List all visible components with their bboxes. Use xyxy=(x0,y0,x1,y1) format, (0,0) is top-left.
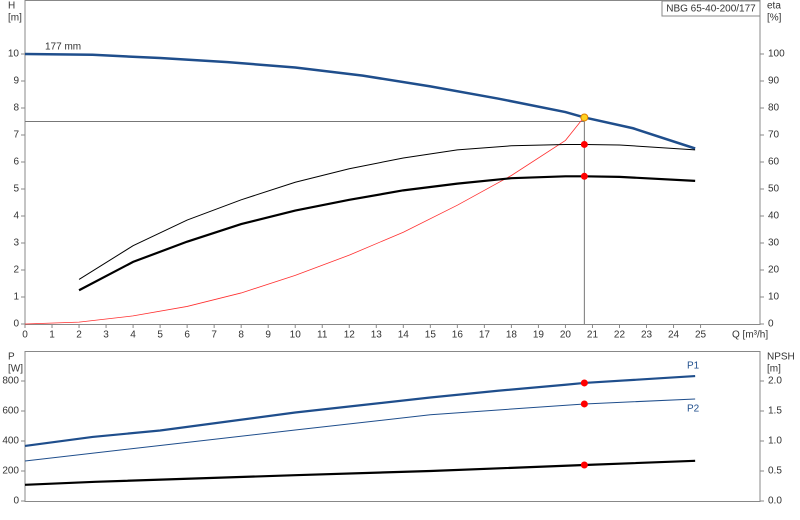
y2-axis-label: NPSH xyxy=(767,352,795,363)
x-tick-label: 11 xyxy=(317,330,328,341)
x-tick-label: 16 xyxy=(452,330,464,341)
x-tick-label: 23 xyxy=(641,330,653,341)
operating-point xyxy=(580,400,588,408)
x-tick-label: 17 xyxy=(479,330,491,341)
curve-annotation: 177 mm xyxy=(45,42,81,53)
y-axis-label: [W] xyxy=(8,364,23,375)
y-tick-label: 0 xyxy=(13,496,19,507)
operating-point xyxy=(580,461,588,469)
y-tick-label: 800 xyxy=(2,376,19,387)
chart-title: NBG 65-40-200/177 xyxy=(666,4,756,15)
x-tick-label: 12 xyxy=(344,330,356,341)
x-tick-label: 9 xyxy=(265,330,271,341)
curve xyxy=(24,374,696,448)
x-tick-label: 18 xyxy=(506,330,518,341)
y2-tick-label: 80 xyxy=(768,103,780,114)
y-tick-label: 2 xyxy=(13,265,19,276)
x-tick-label: 15 xyxy=(425,330,437,341)
y-tick-label: 10 xyxy=(8,49,20,60)
y2-tick-label: 2.0 xyxy=(768,376,782,387)
y-tick-label: 8 xyxy=(13,103,19,114)
y2-tick-label: 1.0 xyxy=(768,436,782,447)
y-tick-label: 6 xyxy=(13,157,19,168)
plot-frame xyxy=(24,351,761,502)
series-label: P2 xyxy=(687,404,700,415)
y-tick-label: 600 xyxy=(2,406,19,417)
curve xyxy=(24,119,582,325)
curve xyxy=(24,52,696,150)
y-axis-label: [m] xyxy=(8,13,22,24)
title-box xyxy=(661,0,761,17)
operating-point xyxy=(580,140,588,148)
x-tick-label: 19 xyxy=(533,330,545,341)
operating-point xyxy=(580,379,588,387)
curve xyxy=(24,459,696,486)
x-tick-label: 24 xyxy=(668,330,680,341)
y2-axis-label: [m] xyxy=(767,364,781,375)
series-label: P1 xyxy=(687,361,700,372)
x-tick-label: 4 xyxy=(130,330,136,341)
y2-tick-label: 60 xyxy=(768,157,780,168)
y2-tick-label: 1.5 xyxy=(768,406,782,417)
x-tick-label: 0 xyxy=(22,330,28,341)
y2-tick-label: 0 xyxy=(768,319,774,330)
x-tick-label: 3 xyxy=(103,330,109,341)
y-tick-label: 3 xyxy=(13,238,19,249)
y2-tick-label: 0.5 xyxy=(768,466,782,477)
x-tick-label: 22 xyxy=(614,330,626,341)
y-tick-label: 0 xyxy=(13,319,19,330)
y2-tick-label: 40 xyxy=(768,211,780,222)
x-axis-label: Q [m³/h] xyxy=(732,330,768,341)
y-tick-label: 1 xyxy=(13,292,19,303)
x-tick-label: 20 xyxy=(560,330,572,341)
y2-tick-label: 70 xyxy=(768,130,780,141)
x-tick-label: 2 xyxy=(76,330,82,341)
operating-point xyxy=(580,172,588,180)
y-tick-label: 5 xyxy=(13,184,19,195)
x-tick-label: 10 xyxy=(290,330,302,341)
y-axis-label: H xyxy=(8,1,15,12)
y2-tick-label: 90 xyxy=(768,76,780,87)
x-tick-label: 6 xyxy=(184,330,190,341)
y2-tick-label: 30 xyxy=(768,238,780,249)
plot-frame xyxy=(24,0,761,325)
x-tick-label: 13 xyxy=(371,330,383,341)
y-tick-label: 200 xyxy=(2,466,19,477)
y-axis-label: P xyxy=(8,352,15,363)
y2-tick-label: 10 xyxy=(768,292,780,303)
x-tick-label: 21 xyxy=(587,330,599,341)
x-tick-label: 5 xyxy=(157,330,163,341)
x-tick-label: 14 xyxy=(398,330,410,341)
y2-tick-label: 20 xyxy=(768,265,780,276)
y-tick-label: 4 xyxy=(13,211,19,222)
y-tick-label: 7 xyxy=(13,130,19,141)
y2-tick-label: 100 xyxy=(768,49,785,60)
y2-axis-label: eta xyxy=(767,1,781,12)
curve xyxy=(78,143,696,280)
curve xyxy=(24,398,696,462)
y2-axis-label: [%] xyxy=(767,13,782,24)
x-tick-label: 25 xyxy=(695,330,707,341)
operating-point xyxy=(580,113,589,122)
y2-tick-label: 0.0 xyxy=(768,496,782,507)
x-tick-label: 1 xyxy=(49,330,55,341)
x-tick-label: 7 xyxy=(211,330,217,341)
y-tick-label: 400 xyxy=(2,436,19,447)
y2-tick-label: 50 xyxy=(768,184,780,195)
y-tick-label: 9 xyxy=(13,76,19,87)
curve xyxy=(78,175,696,292)
x-tick-label: 8 xyxy=(238,330,244,341)
